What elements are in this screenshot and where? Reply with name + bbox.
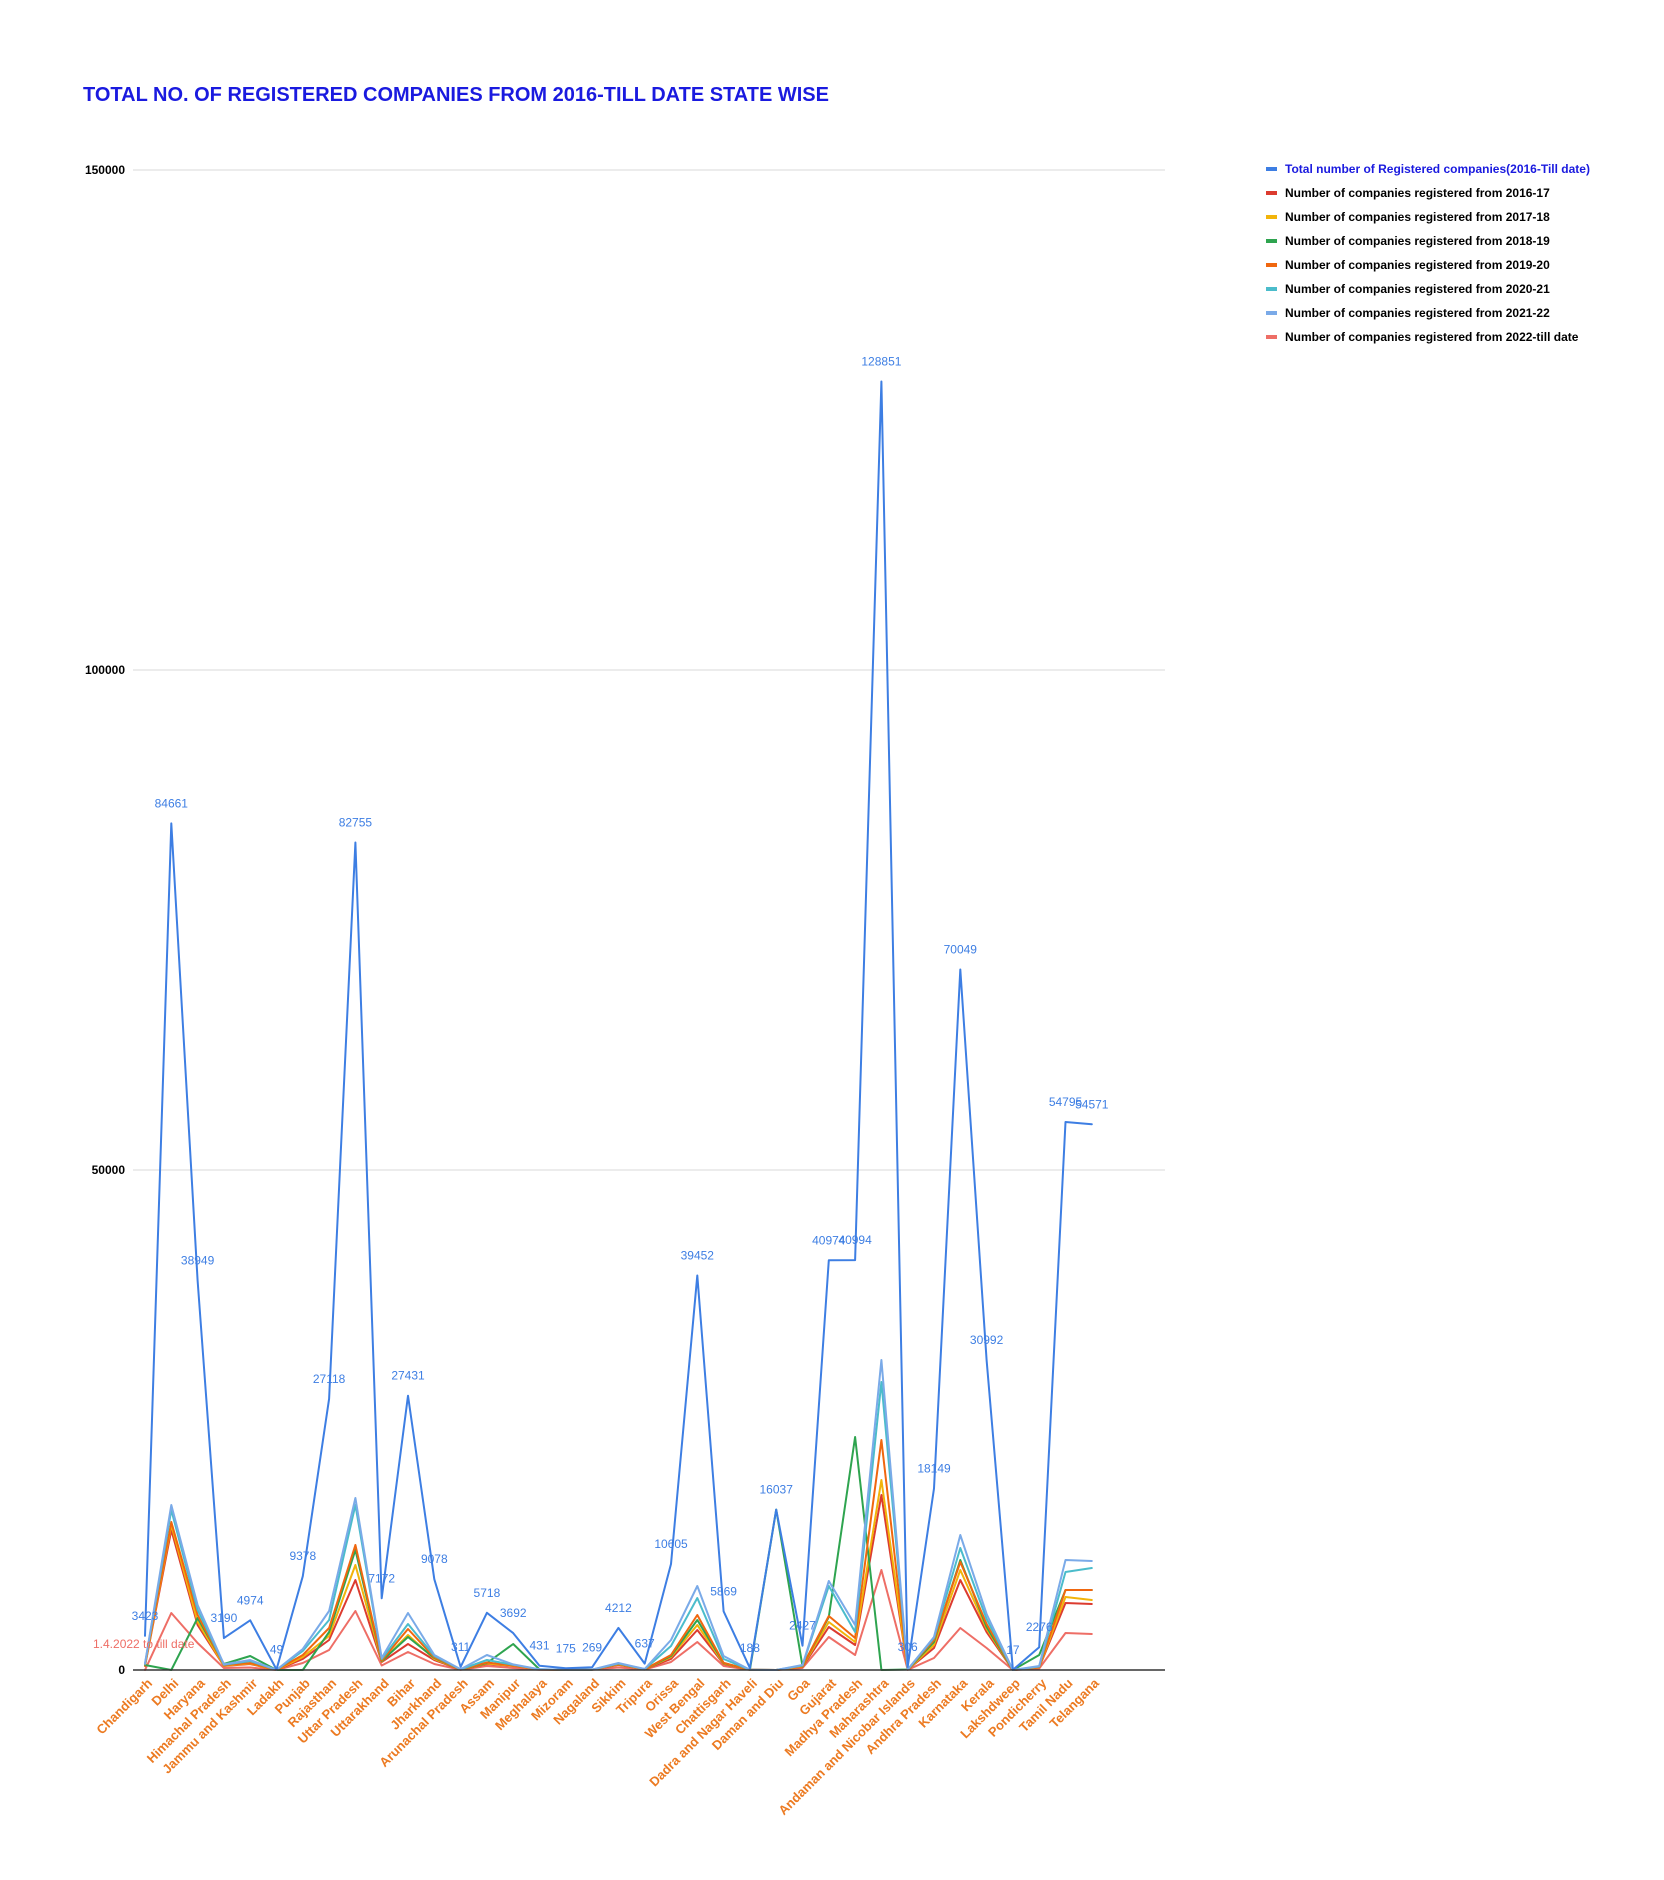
legend: Total number of Registered companies(201… [1266,162,1590,344]
series-line-6 [144,1359,1093,1671]
data-label: 2276 [1026,1620,1053,1634]
data-label: 49 [270,1643,284,1657]
data-label: 7172 [368,1571,395,1585]
data-label: 4974 [237,1593,264,1607]
x-tick-label: Chandigarh [93,1675,155,1737]
legend-label: Number of companies registered from 2020… [1285,282,1550,296]
legend-label: Number of companies registered from 2021… [1285,306,1550,320]
series-line-0 [144,380,1093,1671]
data-label: 5869 [710,1584,737,1598]
data-label: 311 [451,1640,470,1654]
y-tick-label: 100000 [85,663,125,677]
data-label: 17 [1006,1643,1020,1657]
legend-label: Total number of Registered companies(201… [1285,162,1590,176]
data-label: 175 [556,1641,576,1655]
data-label: 84661 [155,796,189,810]
legend-label: Number of companies registered from 2017… [1285,210,1550,224]
data-label: 128851 [861,354,901,368]
data-label: 269 [582,1640,602,1654]
data-label: 27431 [391,1369,425,1383]
data-label: 39452 [681,1248,715,1262]
data-label: 18149 [917,1462,951,1476]
data-label: 54571 [1075,1097,1109,1111]
data-label: 431 [529,1639,549,1653]
series-line-5 [144,1381,1093,1671]
data-label: 3190 [211,1611,238,1625]
legend-label: Number of companies registered from 2022… [1285,330,1579,344]
data-label: 16037 [760,1483,794,1497]
data-labels: 3423 84661 38949 3190 4974 49 9378 27118 82755 71… [93,354,1109,1656]
data-label: 3692 [500,1606,527,1620]
legend-label: Number of companies registered from 2016… [1285,186,1550,200]
series-lines [144,380,1093,1671]
series-line-7 [144,1569,1093,1671]
data-label: 82755 [339,815,373,829]
data-label: 54795 [1049,1095,1083,1109]
data-label: 5718 [474,1586,501,1600]
data-label: 38949 [181,1254,215,1268]
chart-title: TOTAL NO. OF REGISTERED COMPANIES FROM 2… [83,84,829,106]
y-tick-label: 150000 [85,163,125,177]
data-label: 27118 [313,1372,346,1386]
data-label: 9078 [421,1552,448,1566]
data-label: 4212 [605,1601,632,1615]
data-label: 3423 [132,1609,159,1623]
y-tick-label: 0 [118,1663,125,1677]
data-label: 30992 [970,1333,1004,1347]
legend-label: Number of companies registered from 2019… [1285,258,1550,272]
data-label: 637 [635,1637,655,1651]
y-tick-label: 50000 [92,1163,126,1177]
gridlines [133,169,1165,1171]
data-label: 2427 [789,1619,816,1633]
y-axis-ticks: 0 50000 100000 150000 [85,163,125,1677]
data-label: 188 [740,1641,760,1655]
data-label: 1.4.2022 to till date [93,1637,195,1651]
data-label: 10605 [654,1537,688,1551]
data-label: 40974 [812,1233,846,1247]
data-label: 40994 [838,1233,872,1247]
legend-label: Number of companies registered from 2018… [1285,234,1550,248]
data-label: 70049 [944,943,978,957]
data-label: 9378 [289,1549,316,1563]
data-label: 306 [898,1640,918,1654]
